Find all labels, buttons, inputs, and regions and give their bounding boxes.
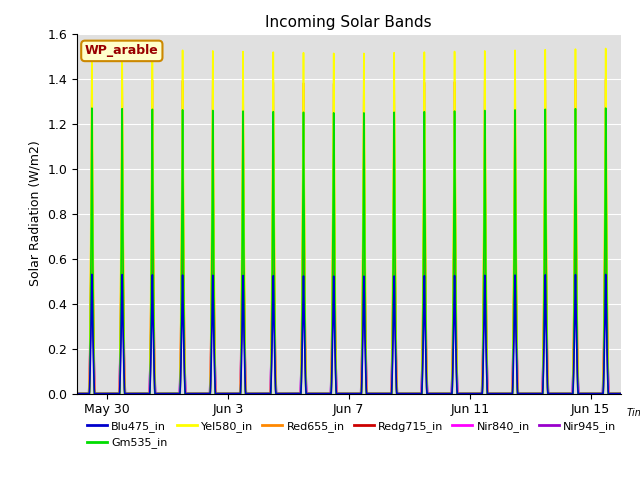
- Text: WP_arable: WP_arable: [85, 44, 159, 58]
- Gm535_in: [413, 391, 421, 396]
- Gm535_in: [218, 391, 226, 396]
- Nir840_in: [73, 391, 81, 396]
- Nir945_in: [602, 267, 609, 273]
- Redg715_in: [602, 148, 609, 154]
- Nir945_in: [104, 391, 112, 396]
- Line: Blu475_in: Blu475_in: [77, 275, 621, 394]
- Nir945_in: [73, 391, 81, 396]
- Yel580_in: [406, 391, 413, 396]
- Red655_in: [502, 391, 510, 396]
- Nir840_in: [608, 391, 616, 396]
- Blu475_in: [413, 391, 421, 396]
- Redg715_in: [413, 391, 421, 396]
- Red655_in: [608, 391, 616, 396]
- Blu475_in: [502, 391, 510, 396]
- Yel580_in: [608, 391, 616, 396]
- Redg715_in: [617, 391, 625, 396]
- Gm535_in: [608, 391, 616, 396]
- Red655_in: [413, 391, 421, 396]
- Blu475_in: [73, 391, 81, 396]
- Nir945_in: [608, 391, 616, 396]
- Title: Incoming Solar Bands: Incoming Solar Bands: [266, 15, 432, 30]
- Nir840_in: [617, 391, 625, 396]
- Nir840_in: [602, 195, 609, 201]
- Nir840_in: [406, 391, 413, 396]
- Nir945_in: [617, 391, 625, 396]
- Gm535_in: [502, 391, 510, 396]
- Yel580_in: [218, 391, 226, 396]
- Line: Nir840_in: Nir840_in: [77, 198, 621, 394]
- Line: Yel580_in: Yel580_in: [77, 48, 621, 394]
- Red655_in: [617, 391, 625, 396]
- Red655_in: [73, 391, 81, 396]
- Red655_in: [104, 391, 112, 396]
- Nir840_in: [104, 391, 112, 396]
- Red655_in: [406, 391, 413, 396]
- Line: Redg715_in: Redg715_in: [77, 151, 621, 394]
- Redg715_in: [406, 391, 413, 396]
- Gm535_in: [617, 391, 625, 396]
- Redg715_in: [502, 391, 510, 396]
- Redg715_in: [73, 391, 81, 396]
- Yel580_in: [73, 391, 81, 396]
- Line: Gm535_in: Gm535_in: [77, 108, 621, 394]
- Yel580_in: [602, 46, 609, 51]
- Red655_in: [218, 391, 226, 396]
- Nir840_in: [502, 391, 510, 396]
- Gm535_in: [104, 391, 112, 396]
- Y-axis label: Solar Radiation (W/m2): Solar Radiation (W/m2): [29, 141, 42, 287]
- Nir945_in: [413, 391, 421, 396]
- Blu475_in: [617, 391, 625, 396]
- Redg715_in: [104, 391, 112, 396]
- Blu475_in: [608, 391, 616, 396]
- Redg715_in: [218, 391, 226, 396]
- Gm535_in: [602, 105, 609, 111]
- Yel580_in: [413, 391, 421, 396]
- Yel580_in: [104, 391, 112, 396]
- Nir945_in: [218, 391, 226, 396]
- Blu475_in: [602, 272, 609, 277]
- Blu475_in: [406, 391, 413, 396]
- Blu475_in: [104, 391, 112, 396]
- Yel580_in: [617, 391, 625, 396]
- Line: Red655_in: Red655_in: [77, 79, 621, 394]
- Redg715_in: [608, 391, 616, 396]
- Red655_in: [602, 76, 609, 82]
- Yel580_in: [502, 391, 510, 396]
- Gm535_in: [406, 391, 413, 396]
- Legend: Blu475_in, Gm535_in, Yel580_in, Red655_in, Redg715_in, Nir840_in, Nir945_in: Blu475_in, Gm535_in, Yel580_in, Red655_i…: [83, 417, 621, 453]
- Nir840_in: [218, 391, 226, 396]
- Text: Time: Time: [626, 408, 640, 418]
- Blu475_in: [218, 391, 226, 396]
- Nir945_in: [502, 391, 510, 396]
- Gm535_in: [73, 391, 81, 396]
- Nir840_in: [413, 391, 421, 396]
- Nir945_in: [406, 391, 413, 396]
- Line: Nir945_in: Nir945_in: [77, 270, 621, 394]
